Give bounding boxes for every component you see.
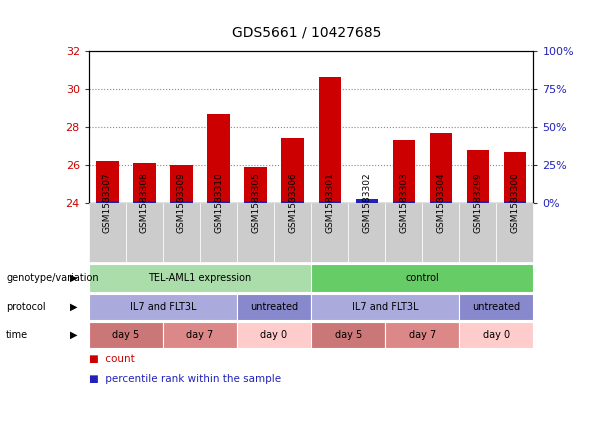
Bar bbox=[281, 138, 303, 203]
Bar bbox=[392, 201, 415, 203]
Text: day 5: day 5 bbox=[112, 330, 140, 340]
Bar bbox=[466, 201, 489, 203]
Text: ■  percentile rank within the sample: ■ percentile rank within the sample bbox=[89, 374, 281, 384]
Text: day 7: day 7 bbox=[409, 330, 436, 340]
Text: ▶: ▶ bbox=[70, 302, 77, 312]
Text: untreated: untreated bbox=[250, 302, 298, 312]
Bar bbox=[207, 201, 230, 203]
Text: untreated: untreated bbox=[472, 302, 520, 312]
Text: GSM1583309: GSM1583309 bbox=[177, 172, 186, 233]
Text: day 5: day 5 bbox=[335, 330, 362, 340]
Bar bbox=[430, 201, 452, 203]
Text: GSM1583303: GSM1583303 bbox=[399, 172, 408, 233]
Bar bbox=[96, 201, 118, 203]
Text: IL7 and FLT3L: IL7 and FLT3L bbox=[130, 302, 196, 312]
Bar bbox=[466, 150, 489, 203]
Text: GSM1583300: GSM1583300 bbox=[510, 172, 519, 233]
Bar bbox=[392, 140, 415, 203]
Text: GSM1583304: GSM1583304 bbox=[436, 172, 445, 233]
Text: TEL-AML1 expression: TEL-AML1 expression bbox=[148, 273, 251, 283]
Bar bbox=[281, 201, 303, 203]
Bar bbox=[319, 77, 341, 203]
Text: protocol: protocol bbox=[6, 302, 46, 312]
Bar bbox=[356, 199, 378, 203]
Text: GSM1583301: GSM1583301 bbox=[325, 172, 334, 233]
Text: ▶: ▶ bbox=[70, 330, 77, 340]
Text: GSM1583299: GSM1583299 bbox=[473, 172, 482, 233]
Bar bbox=[319, 201, 341, 203]
Bar bbox=[245, 201, 267, 203]
Bar bbox=[96, 161, 118, 203]
Bar bbox=[356, 199, 378, 203]
Bar bbox=[170, 165, 192, 203]
Text: day 7: day 7 bbox=[186, 330, 213, 340]
Text: control: control bbox=[405, 273, 439, 283]
Text: ▶: ▶ bbox=[70, 273, 77, 283]
Text: GDS5661 / 10427685: GDS5661 / 10427685 bbox=[232, 25, 381, 39]
Bar bbox=[207, 114, 230, 203]
Bar bbox=[170, 201, 192, 203]
Text: GSM1583306: GSM1583306 bbox=[288, 172, 297, 233]
Text: GSM1583305: GSM1583305 bbox=[251, 172, 260, 233]
Bar bbox=[245, 167, 267, 203]
Text: IL7 and FLT3L: IL7 and FLT3L bbox=[352, 302, 419, 312]
Text: time: time bbox=[6, 330, 28, 340]
Text: day 0: day 0 bbox=[261, 330, 287, 340]
Text: ■  count: ■ count bbox=[89, 354, 135, 364]
Text: day 0: day 0 bbox=[482, 330, 510, 340]
Text: GSM1583308: GSM1583308 bbox=[140, 172, 149, 233]
Bar bbox=[134, 201, 156, 203]
Text: GSM1583302: GSM1583302 bbox=[362, 172, 371, 233]
Bar bbox=[504, 152, 526, 203]
Bar bbox=[430, 133, 452, 203]
Text: genotype/variation: genotype/variation bbox=[6, 273, 99, 283]
Text: GSM1583307: GSM1583307 bbox=[103, 172, 112, 233]
Bar bbox=[134, 163, 156, 203]
Text: GSM1583310: GSM1583310 bbox=[214, 172, 223, 233]
Bar bbox=[504, 201, 526, 203]
